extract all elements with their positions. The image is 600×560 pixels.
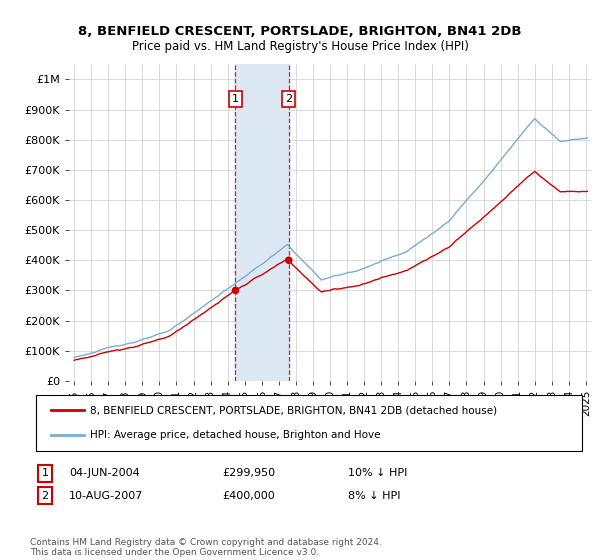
Text: 8, BENFIELD CRESCENT, PORTSLADE, BRIGHTON, BN41 2DB (detached house): 8, BENFIELD CRESCENT, PORTSLADE, BRIGHTO… [90, 405, 497, 416]
Bar [235, 64, 289, 381]
Text: HPI: Average price, detached house, Brighton and Hove: HPI: Average price, detached house, Brig… [90, 430, 380, 440]
Text: 8% ↓ HPI: 8% ↓ HPI [348, 491, 401, 501]
Text: 10% ↓ HPI: 10% ↓ HPI [348, 468, 407, 478]
Text: 04-JUN-2004: 04-JUN-2004 [69, 468, 140, 478]
Text: 8, BENFIELD CRESCENT, PORTSLADE, BRIGHTON, BN41 2DB: 8, BENFIELD CRESCENT, PORTSLADE, BRIGHTO… [78, 25, 522, 38]
Text: Contains HM Land Registry data © Crown copyright and database right 2024.
This d: Contains HM Land Registry data © Crown c… [30, 538, 382, 557]
Text: 1: 1 [232, 94, 239, 104]
Point [230, 286, 240, 295]
Text: 10-AUG-2007: 10-AUG-2007 [69, 491, 143, 501]
Text: 2: 2 [285, 94, 292, 104]
Text: £400,000: £400,000 [222, 491, 275, 501]
Text: 1: 1 [41, 468, 49, 478]
Text: £299,950: £299,950 [222, 468, 275, 478]
Text: Price paid vs. HM Land Registry's House Price Index (HPI): Price paid vs. HM Land Registry's House … [131, 40, 469, 53]
Text: 2: 2 [41, 491, 49, 501]
Point [284, 256, 293, 265]
